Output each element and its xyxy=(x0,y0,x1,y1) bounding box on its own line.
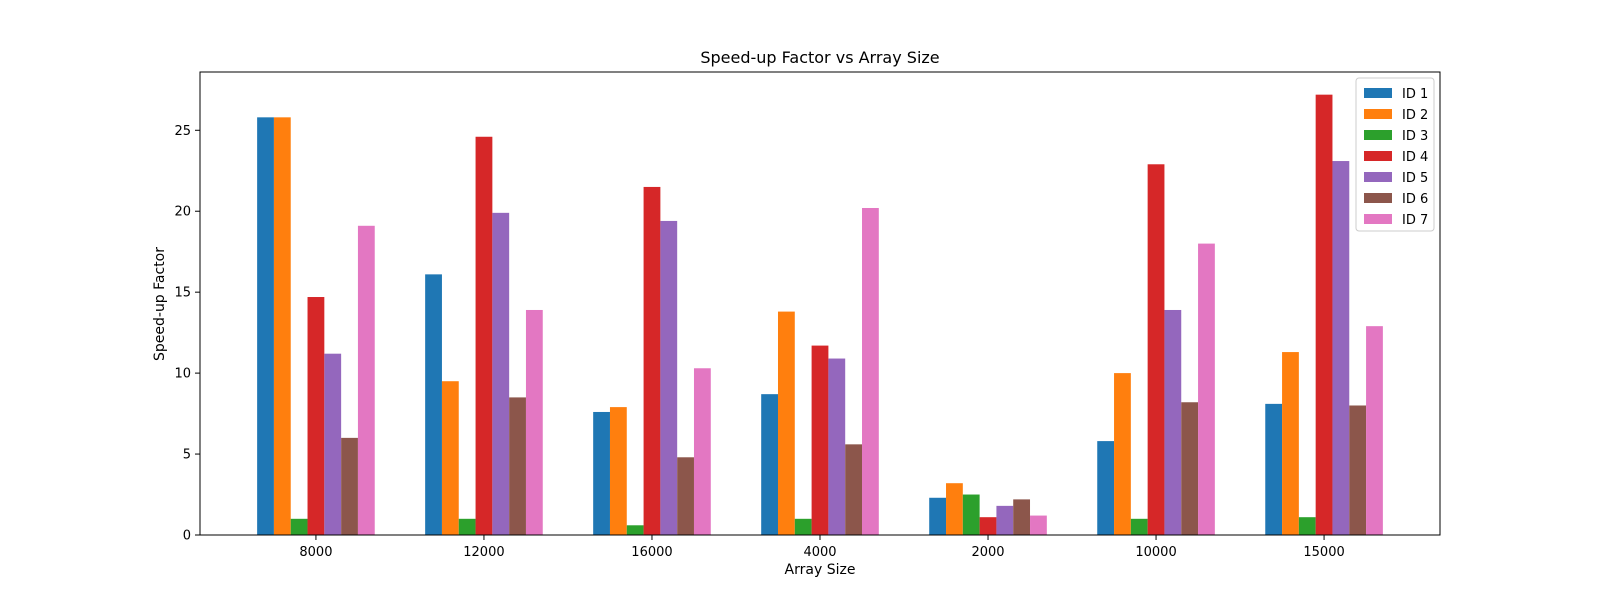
legend-swatch xyxy=(1364,130,1392,140)
bar xyxy=(794,518,812,535)
legend-label: ID 3 xyxy=(1402,129,1428,144)
bar xyxy=(811,345,829,535)
legend-label: ID 1 xyxy=(1402,87,1428,102)
legend-swatch xyxy=(1364,151,1392,161)
bar xyxy=(492,212,510,535)
bar xyxy=(1315,94,1333,535)
legend: ID 1 ID 2 ID 3 ID 4 ID 5 ID 6 ID 7 xyxy=(1355,77,1435,232)
bar xyxy=(828,358,846,535)
bar xyxy=(862,207,879,536)
bar xyxy=(341,437,358,535)
x-axis: 8000 12000 16000 4000 2000 10000 15000 xyxy=(299,535,1345,560)
bar xyxy=(929,497,947,535)
bar xyxy=(1147,164,1165,535)
y-tick-label: 10 xyxy=(174,367,191,382)
legend-swatch xyxy=(1364,172,1392,182)
bar xyxy=(458,518,476,535)
legend-swatch xyxy=(1364,88,1392,98)
legend-label: ID 2 xyxy=(1402,108,1428,123)
bar xyxy=(693,368,711,535)
bar xyxy=(946,483,963,535)
x-tick-label: 4000 xyxy=(803,545,836,560)
bar xyxy=(1013,499,1031,535)
bar xyxy=(1181,402,1199,535)
bar xyxy=(1282,352,1299,535)
bar xyxy=(609,407,627,535)
bar xyxy=(845,444,862,535)
bar xyxy=(643,186,661,535)
bar xyxy=(273,117,291,535)
bar xyxy=(1349,405,1367,535)
y-tick-label: 15 xyxy=(174,286,191,301)
bar xyxy=(324,353,342,535)
bar xyxy=(425,274,442,535)
bar xyxy=(357,225,375,536)
bar xyxy=(660,220,678,535)
bar xyxy=(1164,309,1182,535)
x-tick-label: 10000 xyxy=(1135,545,1176,560)
x-tick-label: 15000 xyxy=(1303,545,1344,560)
bar xyxy=(509,397,526,535)
bar xyxy=(777,311,795,535)
legend-swatch xyxy=(1364,193,1392,203)
x-tick-label: 2000 xyxy=(971,545,1004,560)
legend-label: ID 4 xyxy=(1402,150,1428,165)
y-tick-label: 0 xyxy=(183,529,191,544)
bar xyxy=(1130,518,1148,535)
bar xyxy=(257,117,274,535)
bar xyxy=(307,297,325,535)
bar xyxy=(1366,326,1383,535)
bar xyxy=(1198,243,1215,535)
bar xyxy=(761,394,778,535)
y-tick-label: 25 xyxy=(174,124,191,139)
x-tick-label: 12000 xyxy=(463,545,504,560)
bar xyxy=(525,309,543,535)
bar xyxy=(593,411,610,535)
x-tick-label: 16000 xyxy=(631,545,672,560)
y-axis-label: Speed-up Factor xyxy=(152,247,168,361)
x-tick-label: 8000 xyxy=(299,545,332,560)
y-axis: 0 5 10 15 20 25 xyxy=(174,124,200,544)
bars-layer xyxy=(257,94,1383,536)
legend-swatch xyxy=(1364,214,1392,224)
bar xyxy=(677,457,694,535)
bar xyxy=(290,518,308,535)
y-tick-label: 5 xyxy=(183,448,191,463)
bar xyxy=(1114,373,1131,535)
legend-label: ID 6 xyxy=(1402,192,1428,207)
bar xyxy=(1265,403,1283,535)
bar xyxy=(1097,441,1115,535)
legend-swatch xyxy=(1364,109,1392,119)
bar xyxy=(626,525,644,535)
bar xyxy=(1030,515,1047,535)
bar xyxy=(1298,517,1316,535)
bar xyxy=(1332,161,1350,536)
legend-label: ID 5 xyxy=(1402,171,1428,186)
bar xyxy=(962,494,980,535)
bar xyxy=(441,381,459,535)
y-tick-label: 20 xyxy=(174,205,191,220)
chart-title: Speed-up Factor vs Array Size xyxy=(700,48,939,67)
x-axis-label: Array Size xyxy=(785,562,856,578)
bar xyxy=(475,136,493,535)
legend-label: ID 7 xyxy=(1402,213,1428,228)
bar xyxy=(996,505,1014,535)
bar xyxy=(979,517,997,535)
